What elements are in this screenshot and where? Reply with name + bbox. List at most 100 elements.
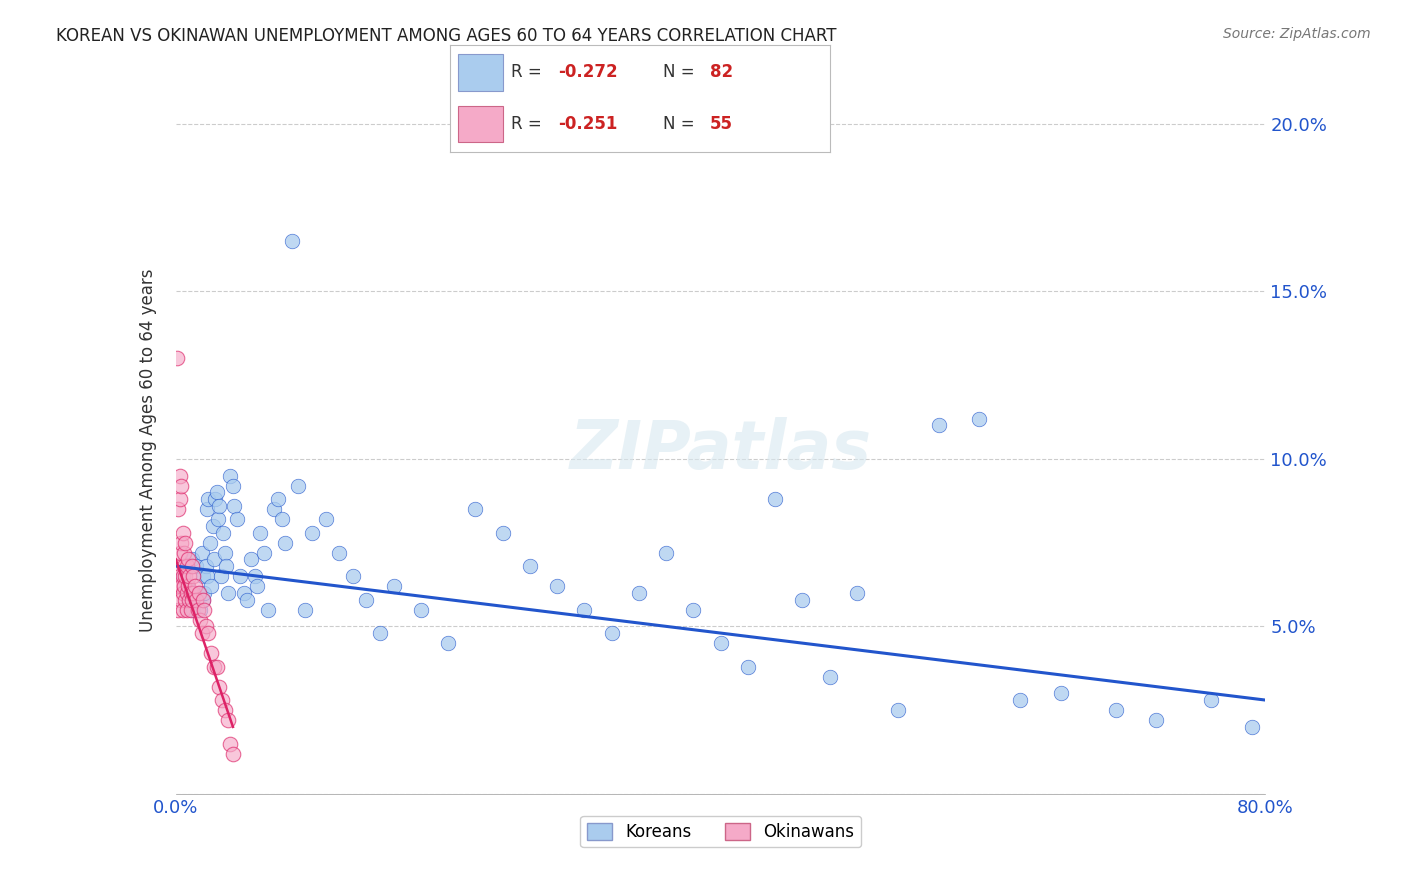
Point (172, 569, 194, 583)
Point (174, 535, 197, 549)
Point (197, 491, 219, 506)
Point (180, 602, 202, 616)
Y-axis label: Unemployment Among Ages 60 to 64 years: Unemployment Among Ages 60 to 64 years (139, 268, 157, 632)
Point (235, 592, 257, 607)
Point (188, 602, 211, 616)
Point (600, 626, 623, 640)
Point (200, 646, 222, 660)
Point (257, 602, 280, 616)
Point (207, 512, 229, 526)
Point (1050, 686, 1073, 700)
Text: -0.251: -0.251 (558, 115, 617, 133)
Point (1144, 713, 1167, 727)
Point (205, 659, 228, 673)
Point (818, 670, 841, 684)
Point (184, 579, 207, 593)
Point (183, 602, 205, 616)
Point (186, 586, 209, 600)
Text: KOREAN VS OKINAWAN UNEMPLOYMENT AMONG AGES 60 TO 64 YEARS CORRELATION CHART: KOREAN VS OKINAWAN UNEMPLOYMENT AMONG AG… (56, 27, 837, 45)
Point (249, 525, 271, 540)
Point (170, 592, 193, 607)
Point (191, 592, 214, 607)
Point (294, 602, 316, 616)
Point (191, 569, 214, 583)
Point (183, 586, 205, 600)
Point (737, 659, 759, 673)
Text: R =: R = (510, 63, 547, 81)
Point (177, 579, 200, 593)
Point (226, 512, 249, 526)
Point (169, 491, 191, 506)
Text: ZIPatlas: ZIPatlas (569, 417, 872, 483)
Point (253, 546, 276, 560)
Point (183, 569, 205, 583)
Point (212, 525, 235, 540)
Point (382, 579, 405, 593)
Point (222, 747, 245, 761)
Point (232, 586, 254, 600)
Point (208, 680, 231, 694)
Point (176, 579, 198, 593)
Point (886, 703, 908, 717)
Point (763, 491, 786, 506)
Point (229, 569, 252, 583)
Point (167, 502, 190, 516)
Point (792, 592, 814, 607)
Point (177, 552, 200, 566)
Point (179, 592, 201, 607)
Point (214, 546, 236, 560)
Point (195, 569, 218, 583)
Point (845, 586, 868, 600)
Point (167, 602, 190, 616)
Point (204, 491, 226, 506)
Point (217, 713, 239, 727)
Text: 82: 82 (710, 63, 733, 81)
Point (172, 602, 194, 616)
Point (194, 559, 217, 574)
Point (167, 579, 190, 593)
Point (200, 579, 222, 593)
Point (219, 468, 242, 483)
Point (280, 234, 302, 248)
Point (574, 602, 596, 616)
Point (173, 559, 195, 574)
Point (176, 586, 198, 600)
Point (180, 586, 202, 600)
Point (176, 602, 198, 616)
Point (209, 569, 232, 583)
Text: R =: R = (510, 115, 547, 133)
Point (519, 559, 541, 574)
Point (169, 468, 191, 483)
Point (301, 525, 323, 540)
Text: N =: N = (662, 63, 699, 81)
Point (211, 693, 233, 707)
Text: 55: 55 (710, 115, 733, 133)
Point (328, 546, 350, 560)
Point (208, 499, 231, 513)
Point (169, 546, 191, 560)
Point (170, 478, 193, 492)
Point (174, 569, 197, 583)
Point (356, 592, 378, 607)
Text: -0.272: -0.272 (558, 63, 617, 81)
Point (179, 592, 201, 607)
Point (409, 602, 432, 616)
Point (170, 535, 193, 549)
Point (190, 626, 212, 640)
Point (464, 502, 486, 516)
Point (437, 636, 460, 650)
Point (174, 592, 197, 607)
Point (194, 619, 217, 633)
Point (202, 659, 225, 673)
Point (267, 491, 290, 506)
Point (202, 552, 225, 566)
Point (1240, 720, 1263, 734)
Point (546, 579, 568, 593)
Point (173, 579, 195, 593)
Point (198, 535, 221, 549)
Point (188, 613, 211, 627)
Point (239, 552, 262, 566)
Point (682, 602, 704, 616)
Legend: Koreans, Okinawans: Koreans, Okinawans (581, 816, 860, 847)
Point (166, 351, 188, 366)
